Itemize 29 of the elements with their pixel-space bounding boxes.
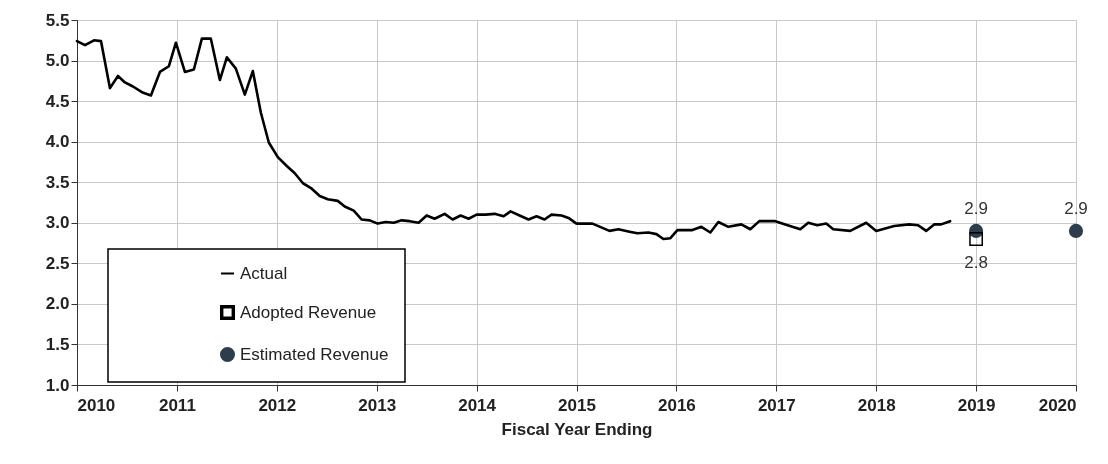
x-tick-label: 2017 [757,395,796,415]
y-tick-label: 5.0 [45,51,70,71]
line-series [75,37,952,241]
y-tick-label: 1.5 [45,334,70,354]
x-tick-label: 2010 [77,395,116,415]
x-axis-title: Fiscal Year Ending [501,419,653,439]
x-tick-label: 2018 [857,395,896,415]
y-tick-label: 5.5 [45,10,70,30]
x-tick-label: 2014 [458,395,497,415]
y-tick-label: 4.0 [45,132,70,152]
legend-label: Estimated Revenue [240,344,389,364]
x-tick-label: 2011 [158,395,196,415]
data-label: 2.9 [1064,198,1088,218]
x-tick-label: 2012 [258,395,297,415]
x-tick-label: 2019 [957,395,996,415]
x-tick-label: 2020 [1038,395,1077,415]
y-tick-label: 1.0 [45,375,70,395]
x-tick-label: 2015 [558,395,596,415]
data-label: 2.8 [964,253,988,272]
legend-label: Actual [240,263,288,283]
x-tick-label: 2016 [657,395,696,415]
y-tick-label: 3.5 [45,172,70,192]
y-tick-label: 2.0 [45,294,70,314]
data-label: 2.9 [964,198,988,218]
y-tick-label: 4.5 [45,91,70,111]
y-tick-label: 3.0 [45,213,70,233]
legend-label: Adopted Revenue [240,302,377,322]
x-tick-label: 2013 [358,395,397,415]
y-tick-label: 2.5 [45,253,70,273]
